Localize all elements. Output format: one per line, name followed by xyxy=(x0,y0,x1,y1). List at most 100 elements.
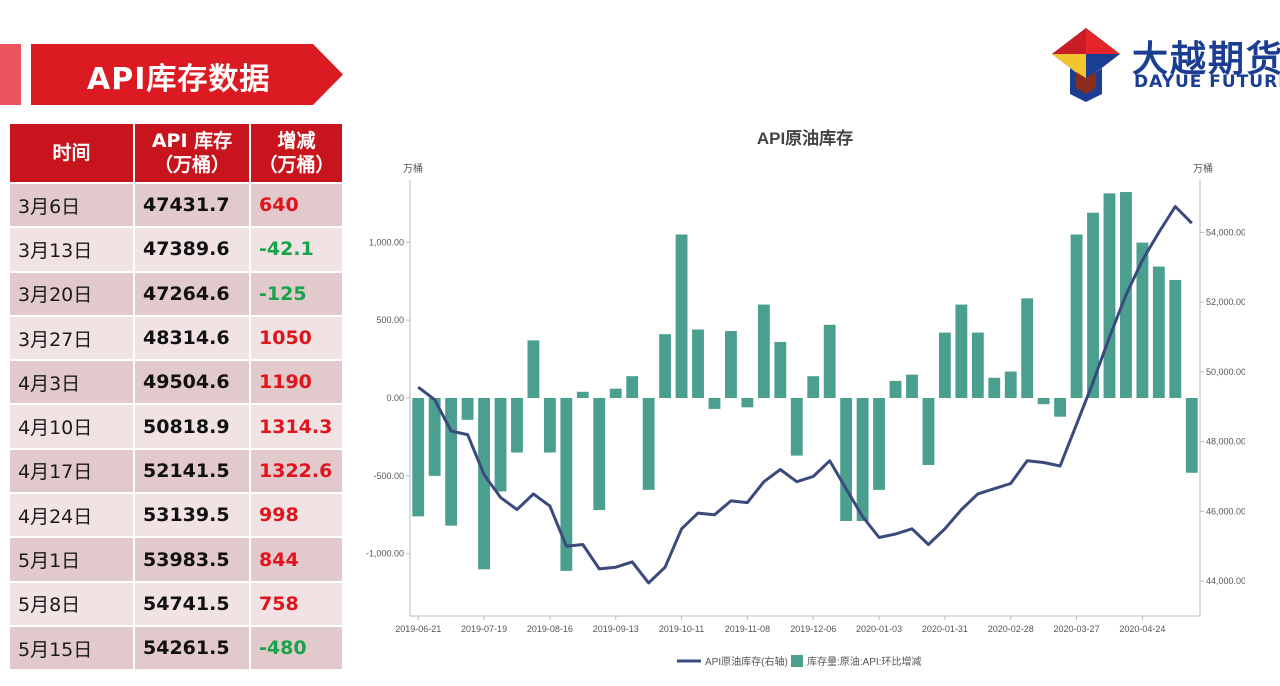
table-row: 3月20日 47264.6 -125 xyxy=(8,270,344,317)
bar-change xyxy=(461,398,474,420)
cell-stock: 54741.5 xyxy=(133,580,251,627)
bar-change xyxy=(873,398,885,490)
bar-change xyxy=(757,304,770,398)
cell-change: 1322.6 xyxy=(249,447,344,495)
bar-change xyxy=(790,398,803,456)
cell-change: 758 xyxy=(249,580,344,627)
right-axis-unit: 万桶 xyxy=(1193,162,1213,175)
right-tick-label: 54,000.00 xyxy=(1206,227,1245,237)
left-tick-label: 0.00 xyxy=(386,393,404,403)
bar-change xyxy=(445,398,458,526)
bar-change xyxy=(494,398,507,492)
bar-change xyxy=(1152,266,1165,398)
api-inventory-table: 时间 API 库存 （万桶） 增减 （万桶） 3月6日 47431.7 640 3月13日… xyxy=(8,122,344,672)
bar-change xyxy=(626,376,639,398)
cell-date: 4月17日 xyxy=(8,447,135,495)
left-tick-label: -1,000.00 xyxy=(366,549,404,559)
line-inventory xyxy=(417,205,1193,585)
bar-change xyxy=(988,377,1001,398)
bar-change xyxy=(675,234,688,398)
table-body: 3月6日 47431.7 640 3月13日 47389.6 -42.1 3月20日 4726… xyxy=(8,181,344,672)
right-tick-label: 52,000.00 xyxy=(1206,297,1245,307)
bar-change xyxy=(725,331,737,398)
cell-stock: 48314.6 xyxy=(133,314,251,362)
bar-change xyxy=(412,398,425,517)
cell-date: 3月13日 xyxy=(8,226,135,273)
table-row: 3月13日 47389.6 -42.1 xyxy=(8,226,344,273)
left-tick-label: -500.00 xyxy=(373,471,404,481)
bar-change xyxy=(823,324,836,398)
bar-change xyxy=(642,398,655,490)
logo-emblem-icon xyxy=(1052,28,1120,102)
bar-change xyxy=(708,398,721,409)
table-row: 4月10日 50818.9 1314.3 xyxy=(8,403,344,450)
x-tick-label: 2020-01-31 xyxy=(922,624,968,634)
page-title: API库存数据 xyxy=(87,62,271,97)
table-row: 5月1日 53983.5 844 xyxy=(8,536,344,583)
header-stock: API 库存 （万桶） xyxy=(133,122,251,184)
cell-change: -42.1 xyxy=(249,226,344,273)
cell-change: -480 xyxy=(249,624,344,672)
cell-change: 1050 xyxy=(249,314,344,362)
right-tick-label: 50,000.00 xyxy=(1206,367,1245,377)
bar-change xyxy=(840,398,853,522)
bar-change xyxy=(428,398,441,476)
x-tick-label: 2019-11-08 xyxy=(725,624,770,634)
bar-change xyxy=(1169,279,1182,398)
cell-date: 5月15日 xyxy=(8,624,135,672)
header-date: 时间 xyxy=(8,122,135,184)
logo-english-name: DAYUE FUTURES xyxy=(1134,72,1280,92)
bar-change xyxy=(955,304,968,398)
bar-change xyxy=(576,391,589,398)
cell-stock: 54261.5 xyxy=(133,624,251,672)
bar-change xyxy=(659,334,672,398)
cell-change: 640 xyxy=(249,181,344,229)
cell-date: 3月6日 xyxy=(8,181,135,229)
cell-stock: 47264.6 xyxy=(133,270,251,317)
bar-change xyxy=(692,329,704,398)
table-row: 4月17日 52141.5 1322.6 xyxy=(8,447,344,495)
bar-change xyxy=(1054,398,1067,417)
bar-change xyxy=(511,398,523,453)
bar-change xyxy=(938,332,951,398)
bar-change xyxy=(774,341,787,398)
x-tick-label: 2020-02-28 xyxy=(988,624,1034,634)
title-banner: API库存数据 xyxy=(31,44,343,105)
bar-change xyxy=(1037,398,1050,405)
cell-stock: 52141.5 xyxy=(133,447,251,495)
cell-date: 5月1日 xyxy=(8,536,135,583)
right-tick-label: 44,000.00 xyxy=(1206,576,1245,586)
x-tick-label: 2019-07-19 xyxy=(461,624,507,634)
cell-date: 3月27日 xyxy=(8,314,135,362)
bar-change xyxy=(1185,398,1198,473)
cell-date: 3月20日 xyxy=(8,270,135,317)
legend-line-label: API原油库存(右轴) xyxy=(705,655,788,668)
cell-change: 844 xyxy=(249,536,344,583)
cell-date: 4月24日 xyxy=(8,492,135,539)
company-logo: 大越期货 DAYUE FUTURES xyxy=(1050,24,1280,104)
side-tab-accent xyxy=(0,44,21,105)
banner-arrow-shape xyxy=(31,44,343,105)
cell-change: -125 xyxy=(249,270,344,317)
bar-change xyxy=(856,398,869,522)
bar-change xyxy=(741,398,754,408)
bar-change xyxy=(1136,242,1149,398)
bar-change xyxy=(609,388,622,398)
bar-change xyxy=(527,340,540,398)
table-row: 4月24日 53139.5 998 xyxy=(8,492,344,539)
bar-change xyxy=(1021,298,1034,398)
bar-change xyxy=(889,380,902,398)
x-tick-label: 2019-12-06 xyxy=(790,624,836,634)
bar-change xyxy=(1087,212,1099,398)
x-tick-label: 2020-03-27 xyxy=(1054,624,1100,634)
cell-change: 1190 xyxy=(249,359,344,406)
x-tick-label: 2019-08-16 xyxy=(527,624,573,634)
table-row: 5月15日 54261.5 -480 xyxy=(8,624,344,672)
bar-change xyxy=(560,398,573,571)
bar-change xyxy=(593,398,606,511)
table-row: 4月3日 49504.6 1190 xyxy=(8,359,344,406)
left-tick-label: 500.00 xyxy=(376,315,404,325)
x-tick-label: 2020-01-03 xyxy=(856,624,902,634)
cell-date: 4月10日 xyxy=(8,403,135,450)
